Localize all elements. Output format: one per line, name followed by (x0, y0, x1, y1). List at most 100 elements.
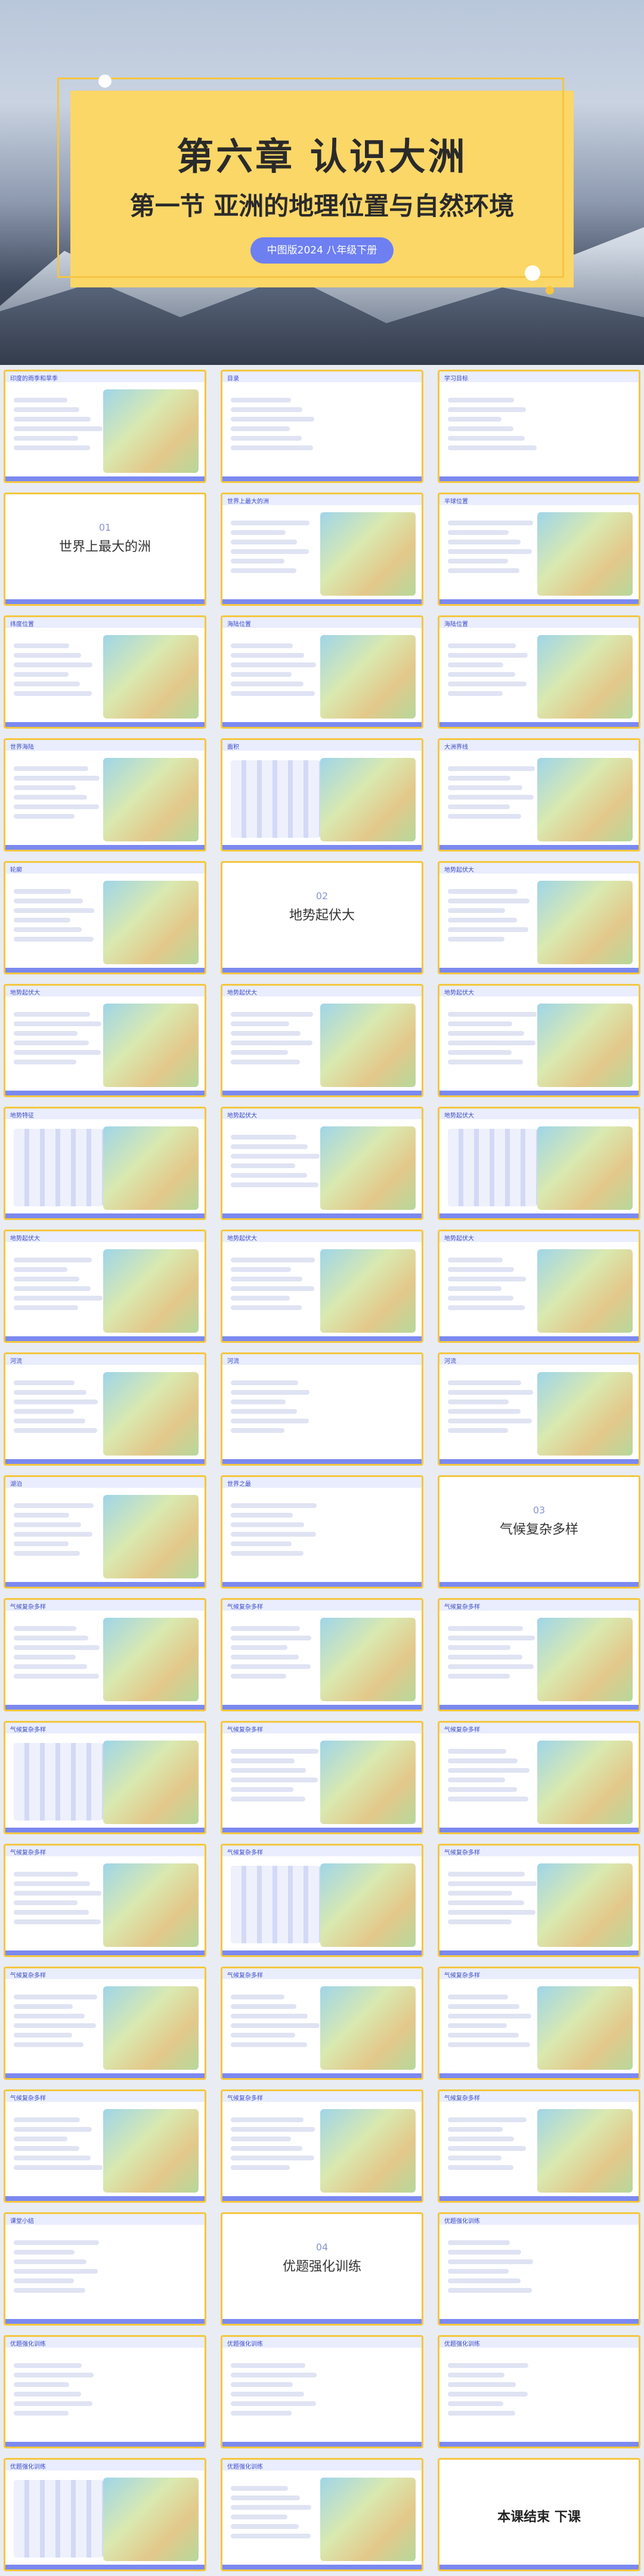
slide-thumbnail[interactable]: 气候复杂多样 (438, 2089, 640, 2203)
slide-thumbnail[interactable]: 河流 (438, 1352, 640, 1466)
slide-thumbnail[interactable]: 世界之最 (221, 1475, 423, 1589)
title-card: 第六章 认识大洲 第一节 亚洲的地理位置与自然环境 中图版2024 八年级下册 (57, 78, 574, 287)
slide-thumbnail[interactable]: 地势起伏大 (4, 984, 206, 1097)
text-lines (448, 1007, 537, 1069)
map-figure (537, 1618, 633, 1701)
slide-thumbnail[interactable]: 海陆位置 (221, 615, 423, 729)
slide-thumbnail[interactable]: 气候复杂多样 (4, 1967, 206, 2080)
slide-thumbnail[interactable]: 04 优题强化训练 (221, 2212, 423, 2326)
slide-thumbnail[interactable]: 地势起伏大 (438, 1107, 640, 1220)
slide-thumbnail[interactable]: 地势起伏大 (221, 1107, 423, 1220)
slide-thumbnail[interactable]: 本课结束 下课 (438, 2458, 640, 2571)
slide-thumbnail[interactable]: 02 地势起伏大 (221, 861, 423, 974)
slide-thumbnail[interactable]: 气候复杂多样 (221, 1967, 423, 2080)
slide-footer-bar (439, 2073, 639, 2078)
slide-thumbnail[interactable]: 气候复杂多样 (438, 1598, 640, 1711)
slide-thumbnail[interactable]: 气候复杂多样 (221, 1598, 423, 1711)
text-lines (448, 1744, 537, 1806)
text-lines (231, 2113, 320, 2175)
slide-thumbnail[interactable]: 地势起伏大 (438, 861, 640, 974)
slide-footer-bar (5, 476, 205, 481)
map-figure (103, 1126, 199, 1210)
slide-row: 气候复杂多样 气候复杂多样 气候复杂多样 (4, 1593, 640, 1716)
slide-footer-bar (222, 1950, 422, 1955)
slide-thumbnail[interactable]: 课堂小结 (4, 2212, 206, 2326)
slide-thumbnail[interactable]: 优题强化训练 (221, 2458, 423, 2571)
slide-label: 轮廓 (10, 867, 22, 874)
slide-thumbnail[interactable]: 印度的雨季和旱季 (4, 370, 206, 483)
slide-thumbnail[interactable]: 地势特征 (4, 1107, 206, 1220)
slide-header-bar: 优题强化训练 (439, 2337, 639, 2348)
text-lines (231, 1498, 320, 1561)
slide-thumbnail[interactable]: 地势起伏大 (4, 1230, 206, 1343)
slide-header-bar: 气候复杂多样 (5, 1968, 205, 1979)
text-lines (231, 1253, 320, 1315)
map-figure (103, 881, 199, 964)
slide-thumbnail[interactable]: 轮廓 (4, 861, 206, 974)
slide-footer-bar (439, 2565, 639, 2569)
slide-label: 气候复杂多样 (10, 2095, 46, 2102)
slide-thumbnail[interactable]: 湖泊 (4, 1475, 206, 1589)
slide-label: 优题强化训练 (227, 2464, 263, 2470)
slide-thumbnail[interactable]: 优题强化训练 (438, 2212, 640, 2326)
map-figure (320, 1004, 416, 1087)
slide-thumbnail[interactable]: 优题强化训练 (438, 2335, 640, 2448)
slide-thumbnail[interactable]: 河流 (221, 1352, 423, 1466)
slide-label: 印度的雨季和旱季 (10, 376, 58, 382)
text-lines (448, 884, 537, 946)
slide-thumbnail[interactable]: 河流 (4, 1352, 206, 1466)
slide-thumbnail[interactable]: 气候复杂多样 (4, 1598, 206, 1711)
slide-thumbnail[interactable]: 面积 (221, 738, 423, 852)
slide-header-bar: 世界海陆 (5, 740, 205, 751)
slide-thumbnail[interactable]: 01 世界上最大的洲 (4, 493, 206, 606)
slide-thumbnail[interactable]: 优题强化训练 (4, 2458, 206, 2571)
section-number: 01 (98, 522, 112, 533)
slide-thumbnail[interactable]: 学习目标 (438, 370, 640, 483)
slide-thumbnail[interactable]: 大洲界线 (438, 738, 640, 852)
decor-dot (546, 286, 554, 295)
slide-thumbnail[interactable]: 地势起伏大 (438, 1230, 640, 1343)
slide-thumbnail[interactable]: 世界上最大的洲 (221, 493, 423, 606)
slide-thumbnail[interactable]: 气候复杂多样 (4, 2089, 206, 2203)
slide-header-bar: 地势起伏大 (222, 1231, 422, 1242)
slide-footer-bar (439, 476, 639, 481)
slide-thumbnail[interactable]: 地势起伏大 (221, 984, 423, 1097)
slide-label: 学习目标 (444, 376, 468, 382)
slide-thumbnail[interactable]: 纬度位置 (4, 615, 206, 729)
slide-thumbnail[interactable]: 海陆位置 (438, 615, 640, 729)
slide-header-bar: 地势起伏大 (5, 1231, 205, 1242)
photo-figure (103, 1372, 199, 1456)
slide-thumbnail[interactable]: 气候复杂多样 (4, 1721, 206, 1834)
slide-thumbnail[interactable]: 世界海陆 (4, 738, 206, 852)
slide-thumbnail[interactable]: 优题强化训练 (4, 2335, 206, 2448)
slide-label: 地势起伏大 (444, 990, 474, 996)
slide-thumbnail[interactable]: 03 气候复杂多样 (438, 1475, 640, 1589)
slide-label: 气候复杂多样 (10, 1850, 46, 1856)
decor-dot (525, 265, 540, 281)
slide-thumbnail[interactable]: 地势起伏大 (221, 1230, 423, 1343)
map-figure (537, 2109, 633, 2193)
slide-footer-bar (5, 599, 205, 604)
slide-thumbnail[interactable]: 气候复杂多样 (438, 1844, 640, 1957)
slide-label: 气候复杂多样 (227, 2095, 263, 2102)
slide-footer-bar (5, 2319, 205, 2324)
slide-label: 河流 (10, 1358, 22, 1365)
slide-footer-bar (222, 968, 422, 973)
slide-thumbnail[interactable]: 气候复杂多样 (221, 2089, 423, 2203)
slide-thumbnail[interactable]: 气候复杂多样 (221, 1844, 423, 1957)
slide-footer-bar (439, 2442, 639, 2447)
slide-thumbnail[interactable]: 气候复杂多样 (438, 1967, 640, 2080)
slide-thumbnail[interactable]: 气候复杂多样 (4, 1844, 206, 1957)
slide-footer-bar (5, 1582, 205, 1587)
slide-thumbnail[interactable]: 优题强化训练 (221, 2335, 423, 2448)
slide-row: 湖泊 世界之最 03 气候复杂多样 (4, 1470, 640, 1593)
slide-footer-bar (5, 1091, 205, 1095)
slide-thumbnail[interactable]: 气候复杂多样 (221, 1721, 423, 1834)
slide-thumbnail[interactable]: 地势起伏大 (438, 984, 640, 1097)
photo-figure (103, 1863, 199, 1947)
slide-thumbnail[interactable]: 目录 (221, 370, 423, 483)
slide-thumbnail[interactable]: 半球位置 (438, 493, 640, 606)
slide-thumbnail[interactable]: 气候复杂多样 (438, 1721, 640, 1834)
slide-header-bar: 气候复杂多样 (5, 1846, 205, 1856)
text-lines (14, 1621, 103, 1683)
